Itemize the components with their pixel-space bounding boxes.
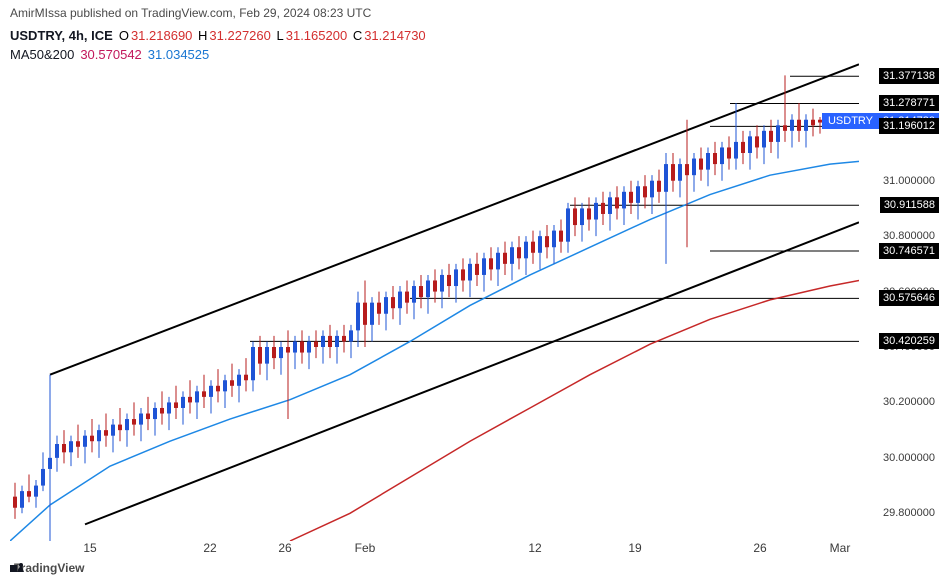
time-axis[interactable]: 15 22 26 Feb 12 19 26 Mar (10, 541, 859, 559)
y-tick: 30.000000 (883, 452, 935, 464)
y-tick: 31.000000 (883, 175, 935, 187)
footer-text: TradingView (14, 561, 84, 575)
x-tick: 12 (528, 541, 541, 555)
price-level-label: 31.377138 (879, 68, 939, 84)
x-tick: Feb (355, 541, 376, 555)
price-level-label: 30.911588 (880, 197, 939, 213)
x-tick: 15 (83, 541, 96, 555)
close-value: 31.214730 (364, 28, 425, 43)
x-tick: 22 (203, 541, 216, 555)
open-value: 31.218690 (131, 28, 192, 43)
open-letter: O (119, 28, 129, 43)
price-level-label: 30.746571 (879, 243, 939, 259)
ohlc-block: O31.218690 H31.227260 L31.165200 C31.214… (119, 28, 428, 43)
price-level-label: 31.196012 (879, 118, 939, 134)
symbol-label[interactable]: USDTRY, 4h, ICE (10, 28, 113, 43)
y-tick: 30.800000 (883, 230, 935, 242)
x-tick: Mar (830, 541, 851, 555)
chart-plot-area[interactable] (10, 56, 859, 541)
x-tick: 19 (628, 541, 641, 555)
chart-container: AmirMIssa published on TradingView.com, … (0, 0, 939, 579)
y-tick: 29.800000 (883, 507, 935, 519)
close-letter: C (353, 28, 362, 43)
low-letter: L (277, 28, 284, 43)
y-tick: 30.200000 (883, 396, 935, 408)
price-level-label: 30.420259 (879, 333, 939, 349)
low-value: 31.165200 (286, 28, 347, 43)
high-value: 31.227260 (209, 28, 270, 43)
ticker-price-label: USDTRY (822, 113, 879, 129)
publish-header: AmirMIssa published on TradingView.com, … (0, 0, 939, 26)
price-axis[interactable]: 29.80000030.00000030.20000030.40000030.6… (861, 56, 939, 541)
x-tick: 26 (278, 541, 291, 555)
symbol-info-bar: USDTRY, 4h, ICE O31.218690 H31.227260 L3… (0, 26, 939, 45)
publisher-text: AmirMIssa published on TradingView.com, … (10, 6, 371, 20)
price-level-label: 31.278771 (879, 95, 939, 111)
high-letter: H (198, 28, 207, 43)
price-level-label: 30.575646 (879, 290, 939, 306)
x-tick: 26 (753, 541, 766, 555)
tradingview-footer: TradingView (10, 561, 84, 575)
chart-svg (10, 56, 859, 541)
